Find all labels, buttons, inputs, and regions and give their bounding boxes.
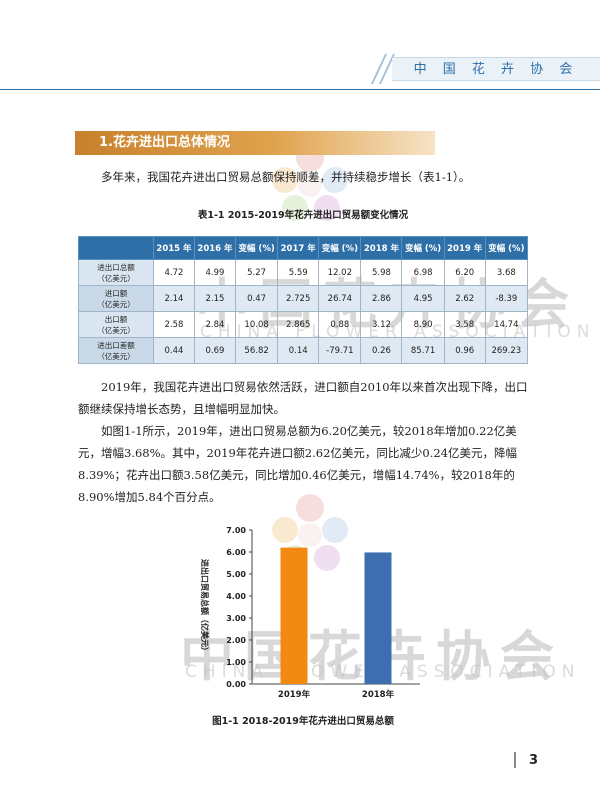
y-tick-label: 5.00 <box>226 570 246 579</box>
table-cell: 0.88 <box>318 311 362 338</box>
table-cell: 0.47 <box>234 285 279 312</box>
y-tick-label: 0.00 <box>226 680 246 689</box>
table-cell: 0.69 <box>193 337 236 364</box>
table-cell: 8.90 <box>401 311 445 338</box>
header-org-name: 中 国 花 卉 协 会 <box>392 57 600 81</box>
trade-total-bar-chart: 0.00 1.00 2.00 3.00 4.00 5.00 6.00 7.00 进出口贸易总额（… <box>200 526 420 700</box>
table-header-cell: 变幅 (%) <box>234 236 279 260</box>
section-title: 1.花卉进出口总体情况 <box>75 131 435 155</box>
row-label-line: 进出口总额 <box>97 262 135 272</box>
table-cell: 2.725 <box>277 285 320 312</box>
table-header-cell: 变幅 (%) <box>484 236 529 260</box>
table-row: 出口额 （亿美元） 2.58 2.84 10.08 2.865 0.88 3.12… <box>78 311 529 338</box>
table-cell: -8.39 <box>484 285 529 312</box>
table-header-cell: 变幅 (%) <box>318 236 362 260</box>
table-cell: 5.98 <box>360 259 403 286</box>
y-tick-label: 3.00 <box>226 614 246 623</box>
paragraph-2: 2019年，我国花卉进出口贸易依然活跃，进口额自2010年以来首次出现下降，出口… <box>78 380 528 416</box>
x-tick-label: 2018年 <box>362 689 395 700</box>
y-axis-label: 进出口贸易总额（亿美元） <box>200 559 210 655</box>
bar-2019年 <box>280 547 308 684</box>
row-label: 出口额 （亿美元） <box>78 311 154 338</box>
table-header-cell <box>78 236 154 260</box>
table-header-cell: 2015 年 <box>153 236 195 260</box>
y-tick-label: 7.00 <box>226 526 246 535</box>
y-tick-label: 4.00 <box>226 592 246 601</box>
table-cell: 85.71 <box>401 337 445 364</box>
table-header-cell: 2017 年 <box>277 236 320 260</box>
row-label-line: 进口额 <box>104 288 128 298</box>
table-cell: 0.26 <box>360 337 403 364</box>
table-cell: 10.08 <box>234 311 279 338</box>
table-header-cell: 变幅 (%) <box>401 236 445 260</box>
row-label-unit: （亿美元） <box>97 299 135 309</box>
trade-table: 2015 年 2016 年 变幅 (%) 2017 年 变幅 (%) 2018 … <box>78 236 529 364</box>
table-header-cell: 2018 年 <box>360 236 403 260</box>
table-cell: 12.02 <box>318 259 362 286</box>
row-label-unit: （亿美元） <box>97 351 135 361</box>
bar-2018年 <box>364 552 392 684</box>
table-cell: 56.82 <box>234 337 279 364</box>
intro-paragraph: 多年来，我国花卉进出口贸易总额保持顺差，并持续稳步增长（表1-1）。 <box>101 170 471 184</box>
figure-caption: 图1-1 2018-2019年花卉进出口贸易总额 <box>212 716 394 727</box>
row-label-line: 出口额 <box>104 314 128 324</box>
table-cell: 2.14 <box>153 285 195 312</box>
table-header-cell: 2016 年 <box>193 236 236 260</box>
y-tick-label: 2.00 <box>226 636 246 645</box>
page-number-divider <box>514 752 516 768</box>
y-tick-label: 6.00 <box>226 548 246 557</box>
table-cell: 3.12 <box>360 311 403 338</box>
table-row: 进口额 （亿美元） 2.14 2.15 0.47 2.725 26.74 2.86… <box>78 285 529 312</box>
row-label: 进出口差额 （亿美元） <box>78 337 154 364</box>
table-cell: 2.865 <box>277 311 320 338</box>
table-caption: 表1-1 2015-2019年花卉进出口贸易额变化情况 <box>197 210 409 221</box>
table-cell: 269.23 <box>484 337 529 364</box>
page-number: 3 <box>528 753 538 768</box>
table-cell: 4.72 <box>153 259 195 286</box>
table-cell: -79.71 <box>318 337 362 364</box>
table-header-cell: 2019 年 <box>443 236 486 260</box>
table-cell: 4.95 <box>401 285 445 312</box>
header-rule <box>0 89 600 90</box>
table-cell: 6.20 <box>443 259 486 286</box>
table-cell: 3.58 <box>443 311 486 338</box>
table-cell: 6.98 <box>401 259 445 286</box>
table-cell: 2.58 <box>153 311 195 338</box>
table-cell: 14.74 <box>484 311 529 338</box>
table-cell: 2.86 <box>360 285 403 312</box>
table-cell: 3.68 <box>484 259 529 286</box>
table-cell: 0.96 <box>443 337 486 364</box>
page-header: 中 国 花 卉 协 会 <box>0 0 600 90</box>
table-cell: 0.44 <box>153 337 195 364</box>
paragraph-3: 如图1-1所示，2019年，进出口贸易总额为6.20亿美元，较2018年增加0.… <box>78 424 518 504</box>
table-cell: 4.99 <box>193 259 236 286</box>
x-tick-label: 2019年 <box>278 689 311 700</box>
row-label-line: 进出口差额 <box>97 340 135 350</box>
row-label-unit: （亿美元） <box>97 325 135 335</box>
table-cell: 0.14 <box>277 337 320 364</box>
table-cell: 26.74 <box>318 285 362 312</box>
table-cell: 5.27 <box>234 259 279 286</box>
table-cell: 2.15 <box>193 285 236 312</box>
row-label: 进出口总额 （亿美元） <box>78 259 154 286</box>
table-cell: 2.84 <box>193 311 236 338</box>
table-cell: 2.62 <box>443 285 486 312</box>
y-tick-label: 1.00 <box>226 658 246 667</box>
row-label-unit: （亿美元） <box>97 273 135 283</box>
table-row: 进出口差额 （亿美元） 0.44 0.69 56.82 0.14 -79.71 0… <box>78 337 529 364</box>
table-row: 进出口总额 （亿美元） 4.72 4.99 5.27 5.59 12.02 5.9… <box>78 259 529 286</box>
row-label: 进口额 （亿美元） <box>78 285 154 312</box>
table-header-row: 2015 年 2016 年 变幅 (%) 2017 年 变幅 (%) 2018 … <box>78 236 529 260</box>
table-cell: 5.59 <box>277 259 320 286</box>
